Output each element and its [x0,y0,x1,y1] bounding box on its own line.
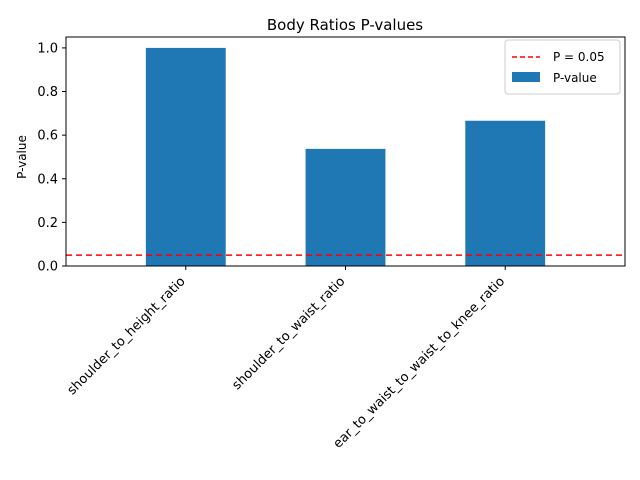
y-tick-label: 1.0 [37,41,58,56]
x-tick-label: ear_to_waist_to_waist_to_knee_ratio [331,274,508,451]
bar-ear_to_waist_to_waist_to_knee_ratio [465,120,546,267]
legend: P = 0.05 P-value [504,39,621,95]
y-tick-label: 0.0 [37,260,58,275]
x-tick-label: shoulder_to_height_ratio [65,274,189,398]
y-tick-label: 0.6 [37,129,58,144]
legend-box [504,39,621,95]
bar-shoulder_to_waist_ratio [305,148,386,266]
x-tick-label: shoulder_to_waist_ratio [230,274,349,393]
legend-series-label: P-value [553,71,597,85]
y-axis-label: P-value [15,135,29,179]
x-ticks-group: shoulder_to_height_ratio shoulder_to_wais… [65,266,508,452]
legend-reference-label: P = 0.05 [553,50,605,64]
y-tick-label: 0.2 [37,216,58,231]
y-tick-label: 0.4 [37,172,58,187]
y-ticks-group: 0.0 0.2 0.4 0.6 0.8 1.0 [37,41,66,275]
bar-group [145,47,546,267]
bar-shoulder_to_height_ratio [145,47,226,267]
chart-title: Body Ratios P-values [267,16,423,34]
legend-series-swatch [512,72,540,82]
y-tick-label: 0.8 [37,85,58,100]
